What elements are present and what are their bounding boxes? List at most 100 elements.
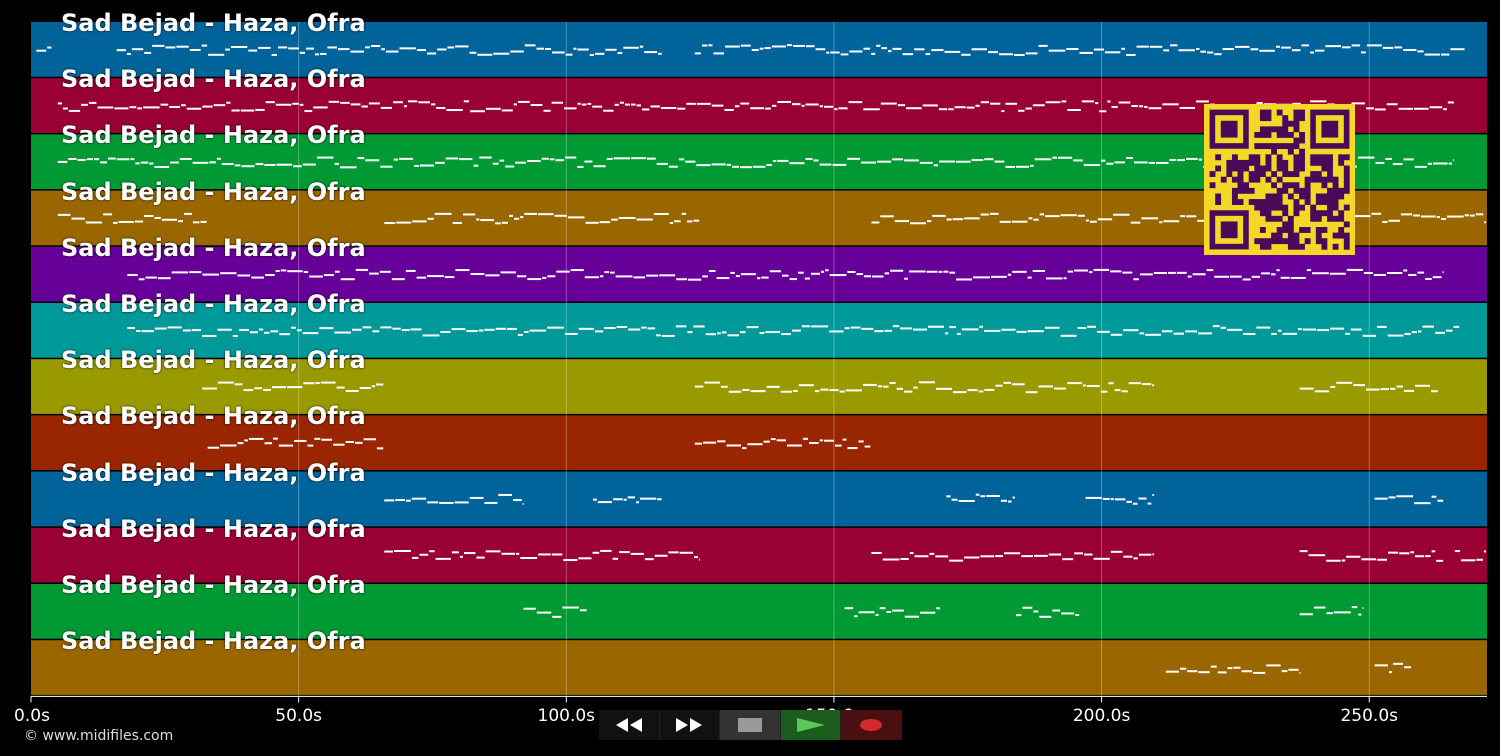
- note: [170, 161, 179, 164]
- note: [1299, 613, 1313, 616]
- note: [368, 102, 380, 105]
- note: [1484, 221, 1486, 224]
- note: [384, 550, 394, 553]
- note: [416, 276, 427, 279]
- note: [1099, 110, 1107, 113]
- note: [890, 269, 904, 272]
- note: [1054, 387, 1067, 390]
- note: [1206, 51, 1214, 54]
- track-label: Sad Bejad - Haza, Ofra: [61, 233, 366, 262]
- note: [1097, 218, 1113, 221]
- note: [1180, 667, 1187, 670]
- note: [1329, 272, 1346, 275]
- track-label: Sad Bejad - Haza, Ofra: [61, 346, 366, 375]
- note: [1084, 553, 1093, 556]
- note: [813, 159, 819, 162]
- note: [698, 558, 700, 561]
- note: [961, 328, 979, 331]
- note: [1165, 670, 1180, 673]
- note: [1483, 550, 1486, 553]
- note: [1404, 389, 1415, 392]
- note: [830, 51, 840, 54]
- note: [470, 273, 485, 276]
- note: [270, 330, 279, 333]
- note: [294, 439, 307, 442]
- note: [660, 107, 677, 110]
- note: [1450, 48, 1465, 51]
- note: [520, 216, 524, 219]
- note: [1431, 550, 1436, 553]
- note: [130, 158, 135, 161]
- note: [1302, 328, 1317, 331]
- play-button[interactable]: [780, 710, 841, 740]
- note: [845, 389, 862, 392]
- note: [1025, 391, 1038, 394]
- note: [542, 276, 547, 279]
- note: [884, 272, 890, 275]
- note: [1086, 385, 1100, 388]
- note: [1417, 50, 1424, 53]
- note: [1114, 389, 1121, 392]
- note: [781, 333, 791, 336]
- note: [597, 501, 613, 504]
- note: [113, 221, 118, 224]
- note: [1417, 271, 1425, 274]
- note: [1144, 105, 1148, 108]
- note: [1306, 269, 1312, 272]
- note: [1060, 214, 1077, 217]
- note: [646, 157, 656, 160]
- note: [517, 333, 523, 336]
- note: [1242, 278, 1251, 281]
- x-tick-label: 50.0s: [275, 706, 322, 726]
- note: [157, 277, 171, 280]
- fast-forward-button[interactable]: [659, 710, 720, 740]
- note: [881, 47, 888, 50]
- note: [435, 557, 451, 560]
- note: [786, 444, 802, 447]
- note: [1186, 157, 1198, 160]
- note: [103, 213, 113, 216]
- note: [565, 156, 577, 159]
- note: [1374, 497, 1388, 500]
- note: [1277, 329, 1282, 332]
- note: [863, 275, 872, 278]
- note: [357, 157, 365, 160]
- note: [815, 48, 826, 51]
- note: [1094, 102, 1099, 105]
- note: [1445, 329, 1453, 332]
- note: [909, 552, 914, 555]
- note: [562, 606, 579, 609]
- note: [182, 329, 191, 332]
- note: [1453, 159, 1455, 162]
- note: [165, 46, 176, 49]
- note: [1217, 671, 1227, 674]
- note: [686, 102, 696, 105]
- note: [1308, 554, 1326, 557]
- note: [1393, 662, 1404, 665]
- note: [1330, 327, 1345, 330]
- note: [1375, 161, 1385, 164]
- note: [988, 51, 998, 54]
- record-button[interactable]: [841, 710, 901, 740]
- note: [761, 276, 769, 279]
- note: [657, 498, 662, 501]
- note: [451, 551, 459, 554]
- note: [563, 107, 577, 110]
- note: [411, 497, 427, 500]
- note: [1139, 332, 1145, 335]
- note: [108, 157, 116, 160]
- note: [516, 552, 520, 555]
- note: [892, 325, 900, 328]
- stop-button[interactable]: [720, 710, 780, 740]
- note: [333, 443, 345, 446]
- rewind-button[interactable]: [599, 710, 659, 740]
- note: [730, 271, 735, 274]
- note: [1299, 387, 1314, 390]
- note: [844, 327, 850, 330]
- note: [1206, 269, 1214, 272]
- note: [1111, 105, 1118, 108]
- note: [1357, 156, 1375, 159]
- note: [1176, 159, 1186, 162]
- note: [1147, 502, 1152, 505]
- note: [140, 161, 149, 164]
